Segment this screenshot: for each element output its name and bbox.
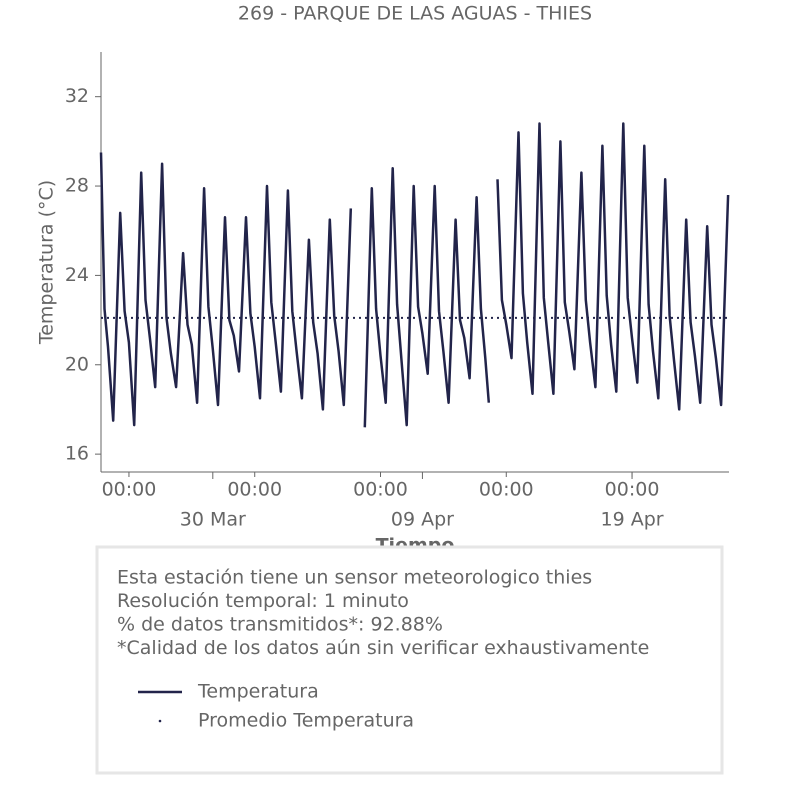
legend-swatch bbox=[158, 719, 162, 723]
temperature-line bbox=[363, 166, 491, 428]
x-tick-label: 00:00 bbox=[479, 479, 534, 501]
y-axis-label: Temperatura (°C) bbox=[36, 180, 58, 345]
y-tick-label: 20 bbox=[65, 353, 89, 375]
temperature-line bbox=[99, 152, 353, 427]
info-box bbox=[95, 545, 724, 775]
y-tick-label: 16 bbox=[65, 443, 89, 465]
y-tick-label: 24 bbox=[65, 264, 89, 286]
date-tick-label: 19 Apr bbox=[601, 509, 664, 531]
y-tick-label: 32 bbox=[65, 85, 89, 107]
chart-title: 269 - PARQUE DE LAS AGUAS - THIES bbox=[238, 3, 592, 25]
info-line: % de datos transmitidos*: 92.88% bbox=[117, 614, 443, 636]
y-tick-label: 28 bbox=[65, 175, 89, 197]
info-line: Resolución temporal: 1 minuto bbox=[117, 590, 409, 612]
date-tick-label: 09 Apr bbox=[391, 509, 454, 531]
x-tick-label: 00:00 bbox=[353, 479, 408, 501]
info-line: Esta estación tiene un sensor meteorolog… bbox=[117, 567, 592, 589]
x-tick-label: 00:00 bbox=[102, 479, 157, 501]
legend-label: Promedio Temperatura bbox=[198, 710, 414, 732]
legend-label: Temperatura bbox=[197, 681, 319, 703]
temperature-line bbox=[496, 122, 730, 411]
info-line: *Calidad de los datos aún sin verificar … bbox=[117, 637, 649, 659]
x-tick-label: 00:00 bbox=[605, 479, 660, 501]
x-tick-label: 00:00 bbox=[227, 479, 282, 501]
date-tick-label: 30 Mar bbox=[180, 509, 246, 531]
